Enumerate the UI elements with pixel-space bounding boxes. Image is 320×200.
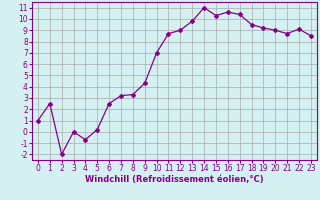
X-axis label: Windchill (Refroidissement éolien,°C): Windchill (Refroidissement éolien,°C): [85, 175, 264, 184]
